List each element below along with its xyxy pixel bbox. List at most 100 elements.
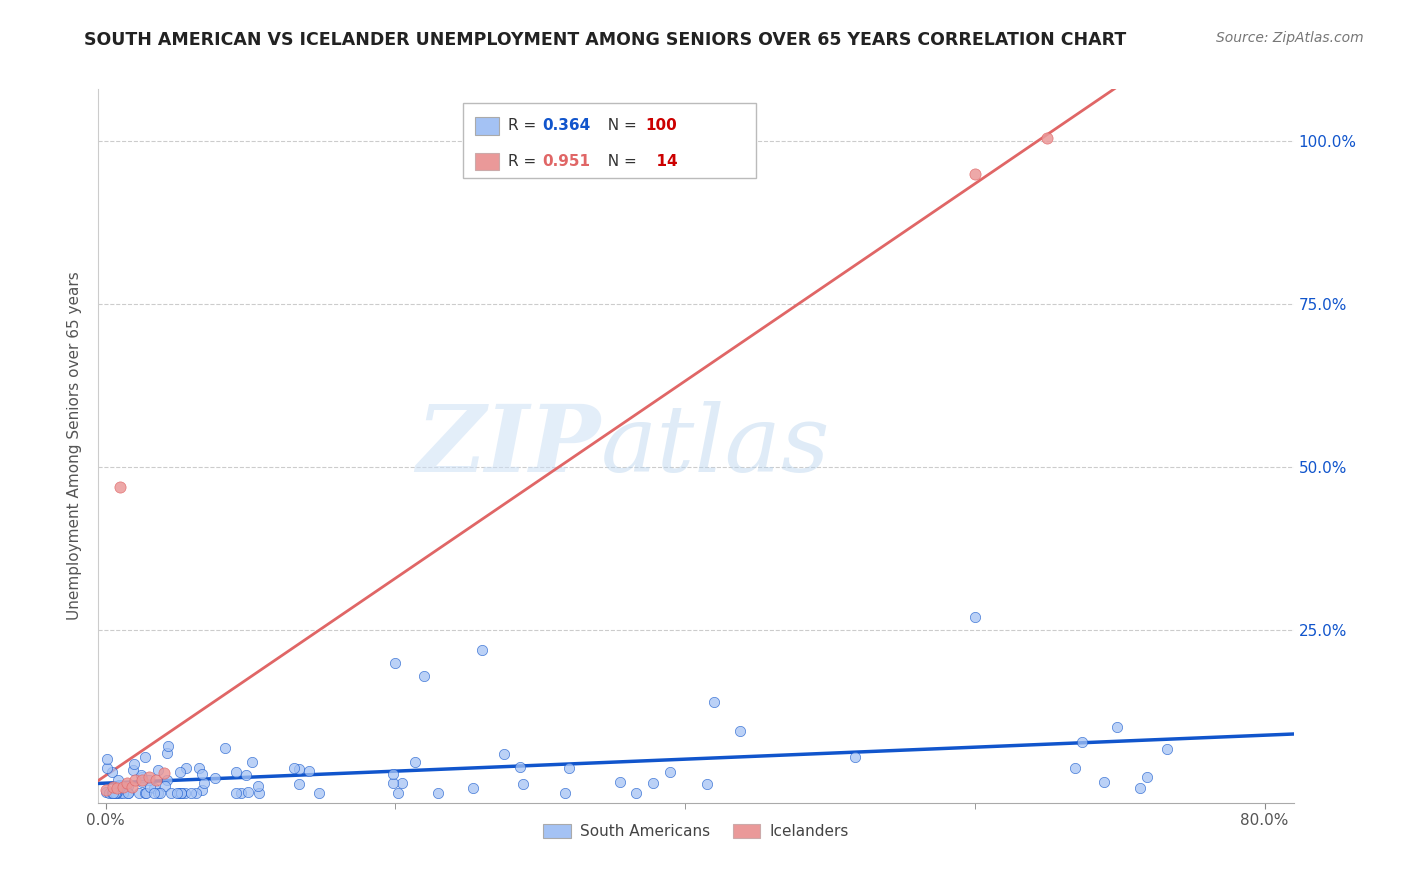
Point: [1036, 131, 1059, 145]
Point: [103, 786, 125, 800]
Point: [236, 785, 259, 799]
Point: [235, 768, 257, 782]
Point: [131, 771, 153, 785]
Text: Source: ZipAtlas.com: Source: ZipAtlas.com: [1216, 31, 1364, 45]
Point: [249, 786, 271, 800]
Point: [121, 780, 143, 794]
Point: [509, 760, 531, 774]
Point: [152, 766, 174, 780]
Point: [844, 750, 866, 764]
Point: [138, 780, 160, 794]
Point: [174, 761, 197, 775]
Point: [427, 786, 450, 800]
Y-axis label: Unemployment Among Seniors over 65 years: Unemployment Among Seniors over 65 years: [67, 272, 83, 620]
Point: [191, 782, 214, 797]
Point: [104, 786, 127, 800]
Text: 100: 100: [645, 119, 678, 134]
Point: [1107, 720, 1129, 734]
Point: [225, 765, 247, 780]
Point: [134, 749, 156, 764]
Point: [174, 786, 197, 800]
Point: [1070, 734, 1092, 748]
Text: R =: R =: [509, 119, 541, 134]
Point: [170, 786, 193, 800]
Point: [204, 771, 226, 785]
Point: [105, 780, 128, 795]
Point: [101, 764, 124, 779]
Point: [94, 782, 117, 797]
Point: [111, 786, 134, 800]
Point: [117, 786, 139, 800]
Point: [149, 786, 172, 800]
Point: [494, 747, 516, 761]
Point: [105, 786, 128, 800]
Point: [134, 786, 156, 800]
Point: [94, 785, 117, 799]
Point: [124, 772, 146, 787]
Point: [963, 167, 986, 181]
Point: [138, 770, 160, 784]
Point: [156, 772, 179, 787]
FancyBboxPatch shape: [475, 117, 499, 135]
Point: [193, 776, 215, 790]
Point: [155, 779, 177, 793]
Point: [384, 656, 406, 670]
Point: [97, 786, 120, 800]
Point: [160, 786, 183, 800]
Point: [122, 763, 145, 777]
Point: [512, 777, 534, 791]
Point: [298, 764, 321, 779]
Point: [143, 780, 166, 795]
Point: [381, 767, 404, 781]
Point: [308, 786, 330, 800]
Point: [170, 786, 193, 800]
Point: [169, 765, 191, 780]
Point: [703, 695, 725, 709]
Point: [658, 765, 681, 780]
Point: [112, 780, 135, 794]
Point: [283, 762, 305, 776]
Point: [135, 786, 157, 800]
Point: [558, 761, 581, 775]
Point: [381, 776, 404, 790]
Point: [391, 776, 413, 790]
Text: ZIP: ZIP: [416, 401, 600, 491]
Point: [108, 778, 131, 792]
Point: [231, 786, 253, 800]
Point: [728, 723, 751, 738]
Point: [240, 756, 263, 770]
Point: [461, 781, 484, 796]
Point: [148, 764, 170, 778]
Point: [624, 786, 647, 800]
Legend: South Americans, Icelanders: South Americans, Icelanders: [537, 818, 855, 845]
Point: [117, 786, 139, 800]
Point: [180, 786, 202, 800]
Point: [156, 746, 179, 760]
Point: [143, 786, 166, 800]
Point: [288, 777, 311, 791]
Point: [191, 767, 214, 781]
Point: [131, 775, 153, 789]
Text: N =: N =: [598, 154, 641, 169]
Point: [247, 780, 270, 794]
Point: [609, 775, 631, 789]
Point: [166, 786, 188, 800]
Point: [96, 752, 118, 766]
Point: [167, 786, 190, 800]
Point: [100, 786, 122, 800]
Point: [643, 776, 665, 790]
Point: [131, 772, 153, 787]
Point: [108, 480, 131, 494]
Text: 0.951: 0.951: [541, 154, 589, 169]
Point: [1063, 761, 1085, 775]
Point: [105, 785, 128, 799]
Point: [404, 755, 426, 769]
Point: [96, 761, 118, 775]
Point: [471, 642, 494, 657]
Point: [122, 756, 145, 771]
Point: [156, 739, 179, 753]
Point: [101, 780, 124, 794]
Text: atlas: atlas: [600, 401, 830, 491]
Point: [288, 762, 311, 776]
Point: [696, 777, 718, 791]
